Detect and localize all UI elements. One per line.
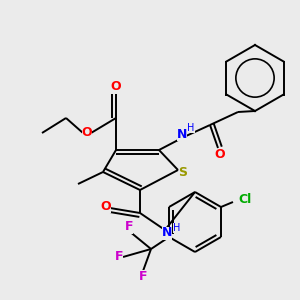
Text: O: O [101,200,111,212]
Text: N: N [162,226,172,239]
Text: H: H [173,223,181,233]
Text: Cl: Cl [238,193,252,206]
Text: F: F [115,250,123,263]
Text: H: H [187,123,195,133]
Text: N: N [177,128,187,140]
Text: O: O [215,148,225,161]
Text: F: F [125,220,133,233]
Text: F: F [139,269,147,283]
Text: O: O [111,80,121,94]
Text: S: S [178,167,188,179]
Text: O: O [82,127,92,140]
